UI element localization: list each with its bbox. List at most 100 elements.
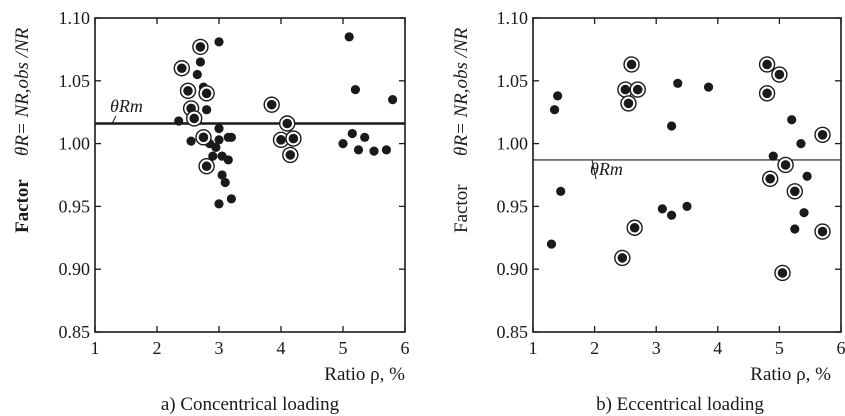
mean-line-label: θRm bbox=[590, 159, 623, 179]
ringed-data-point-core bbox=[195, 42, 206, 52]
x-axis-label: Ratio ρ, % bbox=[324, 364, 405, 385]
solid-data-point bbox=[195, 57, 205, 67]
x-axis-label: Ratio ρ, % bbox=[750, 364, 831, 385]
ringed-data-point-core bbox=[765, 173, 775, 184]
y-tick-label: 0.95 bbox=[59, 196, 91, 216]
solid-data-point bbox=[360, 132, 370, 142]
ringed-data-point-core bbox=[201, 161, 212, 172]
plot-frame bbox=[94, 17, 406, 333]
ringed-data-point-core bbox=[285, 150, 296, 160]
solid-data-point bbox=[347, 128, 357, 139]
y-axis-label-prefix: Factor bbox=[12, 179, 33, 233]
y-tick-label: 1.05 bbox=[497, 71, 529, 91]
ringed-data-point-core bbox=[790, 186, 800, 197]
y-tick-label: 1.10 bbox=[497, 8, 529, 28]
ringed-data-point-core bbox=[201, 88, 212, 99]
panel-caption: b) Eccentrical loading bbox=[596, 394, 764, 415]
solid-data-point bbox=[546, 239, 557, 249]
y-axis-label-formula: θR= NR,obs /NR bbox=[451, 27, 472, 156]
y-tick-label: 0.85 bbox=[497, 322, 529, 342]
solid-data-point bbox=[381, 145, 391, 155]
ringed-data-point-core bbox=[276, 135, 286, 145]
panel-concentrical-loading: 0.85 0.90 0.95 1.00 1.05 1.10 1 2 3 4 5 6 θRm Ratio ρ… bbox=[12, 8, 410, 415]
solid-data-point bbox=[350, 84, 360, 95]
ringed-data-point-core bbox=[183, 86, 193, 96]
solid-data-point bbox=[353, 145, 364, 155]
y-tick-label: 1.05 bbox=[59, 71, 91, 91]
solid-data-point bbox=[208, 151, 218, 161]
x-tick-label: 6 bbox=[837, 338, 845, 358]
solid-data-point bbox=[796, 139, 806, 149]
mean-line-leader bbox=[111, 115, 117, 124]
ringed-data-point-core bbox=[780, 160, 791, 170]
solid-data-point bbox=[214, 199, 224, 209]
solid-data-point bbox=[211, 142, 221, 152]
solid-data-point bbox=[338, 139, 348, 149]
solid-data-point bbox=[802, 171, 812, 181]
solid-data-point bbox=[787, 115, 797, 125]
x-tick-label: 3 bbox=[652, 338, 661, 358]
ringed-data-point-core bbox=[626, 59, 637, 70]
x-tick-label: 3 bbox=[215, 338, 224, 358]
y-tick-label: 0.90 bbox=[497, 259, 529, 279]
ringed-data-point-core bbox=[620, 84, 631, 95]
solid-data-point bbox=[226, 132, 236, 142]
solid-data-point bbox=[703, 82, 714, 92]
solid-data-point bbox=[344, 32, 354, 42]
ringed-data-point-core bbox=[817, 130, 828, 140]
ringed-data-point-core bbox=[774, 69, 785, 80]
ringed-data-point-core bbox=[777, 268, 788, 278]
ringed-data-point-core bbox=[762, 59, 772, 70]
x-tick-label: 6 bbox=[401, 338, 410, 358]
mean-line-label: θRm bbox=[110, 96, 143, 116]
ringed-data-point-core bbox=[817, 226, 828, 237]
solid-data-point bbox=[186, 136, 196, 146]
x-tick-label: 2 bbox=[153, 338, 162, 358]
solid-data-point bbox=[790, 224, 800, 234]
y-tick-label: 0.85 bbox=[59, 322, 91, 342]
x-tick-label: 1 bbox=[529, 338, 538, 358]
x-tick-label: 4 bbox=[277, 338, 286, 358]
solid-data-point bbox=[202, 105, 212, 115]
solid-data-point bbox=[667, 121, 677, 131]
panel-eccentrical-loading: 0.85 0.90 0.95 1.00 1.05 1.10 1 2 3 4 5 6 θRm Ratio ρ… bbox=[451, 8, 845, 415]
ringed-data-point-core bbox=[629, 222, 640, 233]
y-axis-label-prefix: Factor bbox=[451, 184, 472, 233]
y-axis-label-formula: θR= NR,obs /NR bbox=[12, 27, 33, 156]
y-tick-label: 0.95 bbox=[497, 196, 529, 216]
solid-data-point bbox=[667, 210, 677, 220]
solid-data-point bbox=[556, 186, 566, 196]
ringed-data-point-core bbox=[189, 113, 199, 124]
y-tick-label: 0.90 bbox=[59, 259, 91, 279]
y-tick-label: 1.10 bbox=[59, 8, 91, 28]
solid-data-point bbox=[657, 204, 667, 214]
solid-data-point bbox=[799, 208, 809, 218]
solid-data-point bbox=[549, 105, 560, 115]
solid-data-point bbox=[553, 91, 563, 101]
solid-data-point bbox=[226, 194, 236, 204]
ringed-data-point-core bbox=[762, 88, 772, 99]
mean-line-leader bbox=[591, 159, 597, 180]
x-tick-label: 2 bbox=[590, 338, 599, 358]
plot-frame bbox=[532, 17, 842, 333]
ringed-data-point-core bbox=[198, 132, 209, 143]
solid-data-point bbox=[223, 155, 233, 165]
solid-data-point bbox=[214, 135, 224, 145]
x-tick-label: 1 bbox=[91, 338, 100, 358]
x-tick-label: 5 bbox=[775, 338, 784, 358]
ringed-data-point-core bbox=[632, 84, 643, 95]
ringed-data-point-core bbox=[623, 98, 634, 109]
solid-data-point bbox=[174, 116, 184, 126]
solid-data-point bbox=[369, 146, 379, 156]
solid-data-point bbox=[217, 170, 227, 180]
x-tick-label: 5 bbox=[339, 338, 348, 358]
solid-data-point bbox=[192, 69, 202, 80]
x-tick-label: 4 bbox=[713, 338, 722, 358]
ringed-data-point-core bbox=[288, 133, 299, 144]
y-tick-label: 1.00 bbox=[497, 134, 529, 154]
solid-data-point bbox=[768, 151, 778, 161]
solid-data-point bbox=[220, 177, 230, 188]
ringed-data-point-core bbox=[282, 118, 293, 129]
solid-data-point bbox=[214, 37, 224, 47]
panel-caption: a) Concentrical loading bbox=[161, 394, 340, 415]
